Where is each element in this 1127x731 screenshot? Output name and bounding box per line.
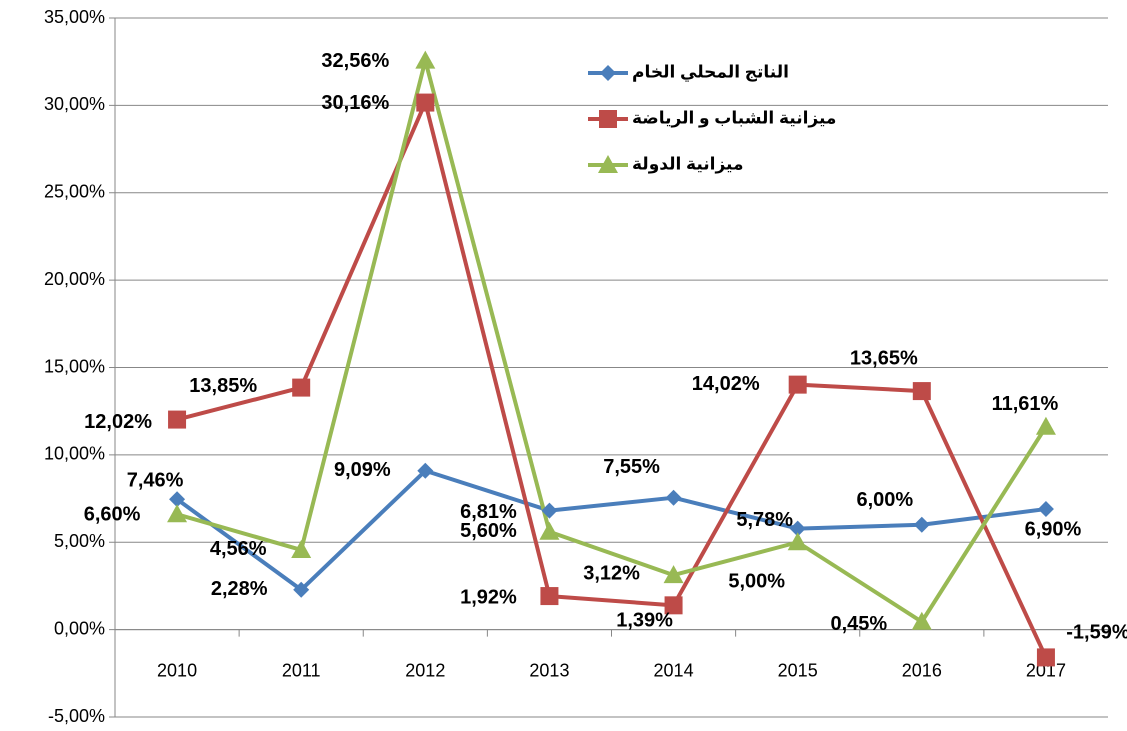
y-tick-label: 35,00% <box>44 7 105 27</box>
marker <box>913 516 930 533</box>
marker <box>291 539 312 558</box>
data-label: 5,78% <box>736 509 793 531</box>
data-label: 1,92% <box>460 586 517 608</box>
data-label: 30,16% <box>321 92 389 114</box>
marker <box>169 491 186 508</box>
y-tick-label: 5,00% <box>54 531 105 551</box>
marker <box>541 502 558 519</box>
marker <box>912 382 931 401</box>
data-label: 32,56% <box>321 50 389 72</box>
marker <box>789 520 806 537</box>
data-label: 13,85% <box>189 375 257 397</box>
marker <box>293 581 310 598</box>
marker <box>1036 648 1055 667</box>
marker <box>1037 501 1054 518</box>
x-tick-label: 2014 <box>654 660 694 680</box>
marker <box>539 521 560 540</box>
marker <box>600 65 616 81</box>
marker <box>665 489 682 506</box>
y-tick-label: -5,00% <box>48 706 105 726</box>
data-label: 6,90% <box>1025 518 1082 540</box>
legend-label: الناتج المحلي الخام <box>632 62 789 82</box>
x-tick-label: 2012 <box>405 660 445 680</box>
data-label: 11,61% <box>992 393 1059 415</box>
y-tick-label: 20,00% <box>44 269 105 289</box>
x-tick-label: 2011 <box>282 660 321 680</box>
marker <box>167 504 188 523</box>
y-tick-label: 15,00% <box>44 356 105 376</box>
marker <box>415 50 436 69</box>
data-label: 12,02% <box>84 411 152 433</box>
legend-label: ميزانية الشباب و الرياضة <box>632 108 836 128</box>
data-label: 7,46% <box>127 470 184 492</box>
data-label: 1,39% <box>616 610 673 632</box>
data-label: 9,09% <box>334 459 391 481</box>
marker <box>598 155 618 173</box>
legend-label: ميزانية الدولة <box>632 154 744 174</box>
marker <box>787 532 808 551</box>
y-tick-label: 30,00% <box>44 94 105 114</box>
x-tick-label: 2010 <box>157 660 197 680</box>
marker <box>417 462 434 479</box>
marker <box>416 93 435 112</box>
data-label: -1,59% <box>1066 622 1127 644</box>
data-label: 13,65% <box>850 347 918 369</box>
series-line <box>176 58 1048 624</box>
data-label: 0,45% <box>830 613 887 635</box>
marker <box>168 410 187 429</box>
y-tick-label: 0,00% <box>54 618 105 638</box>
series-line <box>175 468 1047 592</box>
marker <box>911 611 932 630</box>
x-tick-label: 2013 <box>529 660 569 680</box>
data-label: 5,60% <box>460 520 517 542</box>
y-tick-label: 25,00% <box>44 182 105 202</box>
data-label: 6,81% <box>460 501 517 523</box>
series-line <box>176 100 1048 659</box>
y-tick-label: 10,00% <box>44 444 105 464</box>
x-tick-label: 2016 <box>902 660 942 680</box>
data-label: 14,02% <box>692 373 760 395</box>
x-tick-label: 2015 <box>778 660 818 680</box>
data-label: 7,55% <box>603 456 660 478</box>
marker <box>788 375 807 394</box>
marker <box>599 110 617 128</box>
marker <box>663 565 684 584</box>
marker <box>664 596 683 615</box>
data-label: 5,00% <box>728 571 785 593</box>
marker <box>292 378 311 397</box>
data-label: 6,00% <box>856 489 913 511</box>
data-label: 3,12% <box>583 562 640 584</box>
data-label: 6,60% <box>84 504 141 526</box>
x-tick-label: 2017 <box>1026 660 1066 680</box>
data-label: 4,56% <box>210 538 267 560</box>
marker <box>540 587 559 606</box>
data-label: 2,28% <box>211 578 268 600</box>
marker <box>1035 416 1056 435</box>
